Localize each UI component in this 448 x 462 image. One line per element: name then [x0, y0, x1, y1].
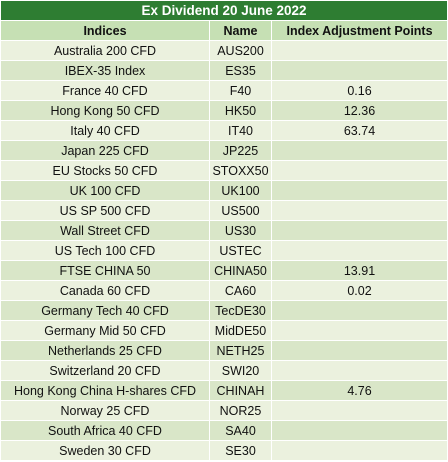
- table-row: Hong Kong 50 CFD HK50 12.36: [0, 100, 448, 121]
- table-row: UK 100 CFD UK100: [0, 180, 448, 201]
- cell-name: JP225: [209, 140, 272, 161]
- table-row: Wall Street CFD US30: [0, 220, 448, 241]
- cell-points: 4.76: [270, 380, 448, 401]
- cell-points: [270, 240, 448, 261]
- cell-index: Sweden 30 CFD: [0, 440, 210, 461]
- cell-name: TecDE30: [209, 300, 272, 321]
- cell-index: Hong Kong China H-shares CFD: [0, 380, 210, 401]
- cell-name: SA40: [209, 420, 272, 441]
- table-row: Norway 25 CFD NOR25: [0, 400, 448, 421]
- header-indices: Indices: [0, 20, 210, 41]
- title-row: Ex Dividend 20 June 2022: [0, 0, 448, 21]
- table-row: Germany Tech 40 CFD TecDE30: [0, 300, 448, 321]
- cell-index: Australia 200 CFD: [0, 40, 210, 61]
- table-row: EU Stocks 50 CFD STOXX50: [0, 160, 448, 181]
- cell-name: F40: [209, 80, 272, 101]
- cell-points: 0.16: [270, 80, 448, 101]
- table-row: Sweden 30 CFD SE30: [0, 440, 448, 461]
- cell-name: UK100: [209, 180, 272, 201]
- cell-index: US Tech 100 CFD: [0, 240, 210, 261]
- cell-points: [270, 400, 448, 421]
- cell-points: [270, 300, 448, 321]
- cell-name: STOXX50: [209, 160, 272, 181]
- cell-points: [270, 180, 448, 201]
- cell-index: Germany Tech 40 CFD: [0, 300, 210, 321]
- cell-index: US SP 500 CFD: [0, 200, 210, 221]
- cell-name: IT40: [209, 120, 272, 141]
- cell-name: ES35: [209, 60, 272, 81]
- table-row: France 40 CFD F40 0.16: [0, 80, 448, 101]
- cell-name: SE30: [209, 440, 272, 461]
- header-name: Name: [209, 20, 272, 41]
- cell-name: US30: [209, 220, 272, 241]
- cell-points: [270, 200, 448, 221]
- cell-points: [270, 420, 448, 441]
- cell-name: NETH25: [209, 340, 272, 361]
- cell-index: Germany Mid 50 CFD: [0, 320, 210, 341]
- cell-index: EU Stocks 50 CFD: [0, 160, 210, 181]
- cell-index: Canada 60 CFD: [0, 280, 210, 301]
- cell-index: Italy 40 CFD: [0, 120, 210, 141]
- cell-points: [270, 160, 448, 181]
- table-row: IBEX-35 Index ES35: [0, 60, 448, 81]
- cell-index: FTSE CHINA 50: [0, 260, 210, 281]
- cell-points: [270, 220, 448, 241]
- cell-name: USTEC: [209, 240, 272, 261]
- cell-index: IBEX-35 Index: [0, 60, 210, 81]
- cell-points: [270, 320, 448, 341]
- cell-name: CHINA50: [209, 260, 272, 281]
- cell-index: France 40 CFD: [0, 80, 210, 101]
- table-title: Ex Dividend 20 June 2022: [0, 0, 448, 21]
- cell-points: 0.02: [270, 280, 448, 301]
- table-row: FTSE CHINA 50 CHINA50 13.91: [0, 260, 448, 281]
- cell-index: Switzerland 20 CFD: [0, 360, 210, 381]
- cell-name: MidDE50: [209, 320, 272, 341]
- cell-name: HK50: [209, 100, 272, 121]
- cell-index: Norway 25 CFD: [0, 400, 210, 421]
- cell-points: [270, 140, 448, 161]
- header-row: Indices Name Index Adjustment Points: [0, 20, 448, 41]
- cell-points: [270, 360, 448, 381]
- table-row: Hong Kong China H-shares CFD CHINAH 4.76: [0, 380, 448, 401]
- table-row: Netherlands 25 CFD NETH25: [0, 340, 448, 361]
- cell-name: CHINAH: [209, 380, 272, 401]
- cell-index: South Africa 40 CFD: [0, 420, 210, 441]
- table-row: US SP 500 CFD US500: [0, 200, 448, 221]
- cell-index: Netherlands 25 CFD: [0, 340, 210, 361]
- table-row: US Tech 100 CFD USTEC: [0, 240, 448, 261]
- cell-points: [270, 440, 448, 461]
- table-row: Canada 60 CFD CA60 0.02: [0, 280, 448, 301]
- cell-name: AUS200: [209, 40, 272, 61]
- cell-index: Japan 225 CFD: [0, 140, 210, 161]
- cell-points: 13.91: [270, 260, 448, 281]
- table-row: Japan 225 CFD JP225: [0, 140, 448, 161]
- cell-points: 63.74: [270, 120, 448, 141]
- cell-points: 12.36: [270, 100, 448, 121]
- table-row: Germany Mid 50 CFD MidDE50: [0, 320, 448, 341]
- cell-points: [270, 340, 448, 361]
- table-row: South Africa 40 CFD SA40: [0, 420, 448, 441]
- cell-name: CA60: [209, 280, 272, 301]
- cell-index: UK 100 CFD: [0, 180, 210, 201]
- cell-name: NOR25: [209, 400, 272, 421]
- cell-name: SWI20: [209, 360, 272, 381]
- cell-name: US500: [209, 200, 272, 221]
- header-points: Index Adjustment Points: [270, 20, 448, 41]
- cell-points: [270, 40, 448, 61]
- table-row: Australia 200 CFD AUS200: [0, 40, 448, 61]
- cell-index: Wall Street CFD: [0, 220, 210, 241]
- cell-points: [270, 60, 448, 81]
- table-row: Italy 40 CFD IT40 63.74: [0, 120, 448, 141]
- cell-index: Hong Kong 50 CFD: [0, 100, 210, 121]
- table-row: Switzerland 20 CFD SWI20: [0, 360, 448, 381]
